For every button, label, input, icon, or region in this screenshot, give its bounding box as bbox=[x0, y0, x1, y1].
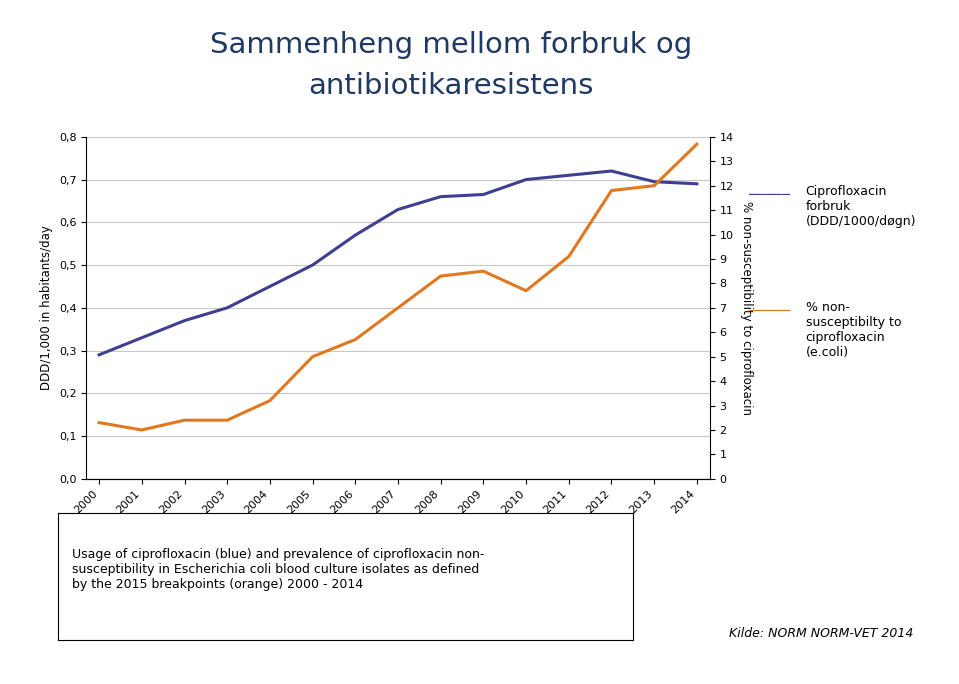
Text: Sammenheng mellom forbruk og: Sammenheng mellom forbruk og bbox=[210, 31, 691, 59]
Text: Usage of ciprofloxacin (blue) and prevalence of ciprofloxacin non-
susceptibilit: Usage of ciprofloxacin (blue) and preval… bbox=[72, 549, 484, 592]
Text: folkehelseinstituttet: folkehelseinstituttet bbox=[43, 659, 168, 672]
Y-axis label: DDD/1,000 in habitants/day: DDD/1,000 in habitants/day bbox=[40, 225, 54, 391]
Circle shape bbox=[0, 653, 328, 677]
Y-axis label: % non-susceptibility to ciprofloxacin: % non-susceptibility to ciprofloxacin bbox=[740, 201, 753, 415]
Text: Kilde: NORM NORM-VET 2014: Kilde: NORM NORM-VET 2014 bbox=[729, 627, 913, 640]
Text: ─────: ───── bbox=[748, 304, 790, 318]
Text: ─────: ───── bbox=[748, 188, 790, 202]
Text: % non-
susceptibilty to
ciprofloxacin
(e.coli): % non- susceptibilty to ciprofloxacin (e… bbox=[806, 301, 901, 359]
Text: Ciprofloxacin
forbruk
(DDD/1000/døgn): Ciprofloxacin forbruk (DDD/1000/døgn) bbox=[806, 185, 916, 228]
Text: antibiotikaresistens: antibiotikaresistens bbox=[308, 72, 594, 100]
